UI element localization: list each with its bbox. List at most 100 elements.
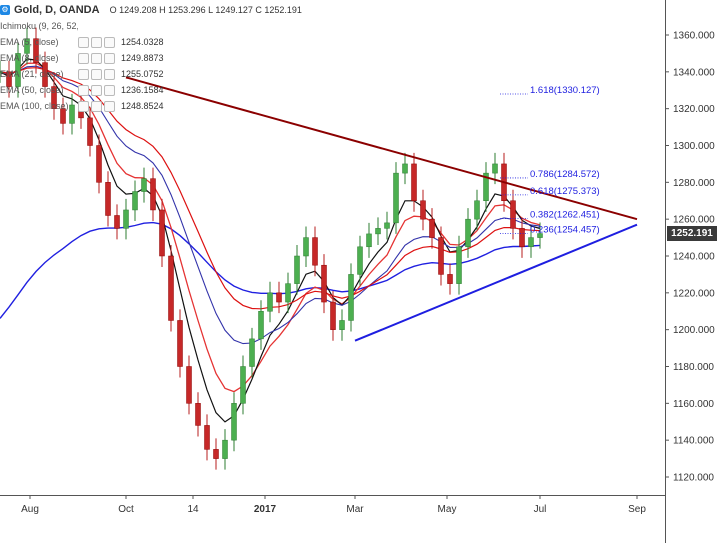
candle-body: [195, 403, 201, 426]
last-price-tag: 1252.191: [667, 226, 717, 241]
candle-body: [51, 86, 57, 109]
fib-level-label: 0.786(1284.572): [530, 169, 600, 180]
candle-body: [0, 71, 3, 74]
candle-body: [267, 292, 273, 312]
close-icon[interactable]: [104, 36, 115, 48]
candle-body: [186, 366, 192, 404]
candle-body: [69, 104, 75, 124]
legend-row-ema1[interactable]: EMA (5, close) 1254.0328: [0, 34, 302, 50]
candle-body: [447, 274, 453, 284]
close-icon[interactable]: [104, 100, 115, 112]
gear-icon[interactable]: ⚙: [0, 5, 10, 15]
legend-row-ema4[interactable]: EMA (50, close) 1236.1584: [0, 82, 302, 98]
y-tick-label: 1200.000: [673, 325, 715, 336]
candle-body: [375, 228, 381, 235]
x-tick-label: May: [438, 504, 457, 515]
candle-body: [294, 255, 300, 284]
settings-icon[interactable]: [91, 68, 102, 80]
candle-body: [213, 449, 219, 459]
candle-body: [348, 274, 354, 321]
x-tick-label: Mar: [346, 504, 364, 515]
fib-level-label: 0.382(1262.451): [530, 210, 600, 221]
candle-body: [177, 320, 183, 367]
chart-legend: ⚙ Gold, D, OANDA O 1249.208 H 1253.296 L…: [0, 2, 302, 114]
candle-body: [132, 191, 138, 211]
legend-row-ichimoku[interactable]: Ichimoku (9, 26, 52, 26): [0, 18, 302, 34]
candle-body: [96, 145, 102, 183]
eye-icon[interactable]: [78, 36, 89, 48]
indicator-name: EMA (21, close): [0, 69, 64, 79]
candle-body: [6, 71, 12, 87]
legend-header: ⚙ Gold, D, OANDA O 1249.208 H 1253.296 L…: [0, 2, 302, 18]
candle-body: [321, 264, 327, 303]
settings-icon[interactable]: [91, 84, 102, 96]
candle-body: [420, 200, 426, 220]
candle-body: [276, 292, 282, 303]
legend-row-ema5[interactable]: EMA (100, close) 1248.8524: [0, 98, 302, 114]
candle-body: [42, 62, 48, 87]
trendline-resistance: [125, 76, 638, 221]
candle-body: [528, 237, 534, 248]
indicator-value: 1236.1584: [121, 85, 164, 95]
ema-navy-series: [0, 65, 541, 345]
candle-body: [15, 53, 21, 87]
candle-body: [285, 283, 291, 303]
candle-body: [114, 215, 120, 229]
y-tick-label: 1280.000: [673, 178, 715, 189]
close-icon[interactable]: [104, 84, 115, 96]
y-tick-label: 1120.000: [673, 473, 714, 484]
fib-level-label: 0.618(1275.373): [530, 186, 600, 197]
candle-body: [249, 338, 255, 367]
candle-body: [366, 233, 372, 248]
candle-body: [519, 228, 525, 248]
trendline-support: [354, 223, 638, 342]
legend-row-ema2[interactable]: EMA (8, close) 1249.8873: [0, 50, 302, 66]
y-tick-label: 1160.000: [673, 399, 714, 410]
time-axis-border: [0, 495, 665, 496]
candle-body: [258, 311, 264, 340]
candle-body: [204, 425, 210, 450]
legend-row-ema3[interactable]: EMA (21, close) 1255.0752: [0, 66, 302, 82]
eye-icon[interactable]: [78, 100, 89, 112]
x-tick-label: 2017: [254, 504, 277, 515]
close-icon[interactable]: [104, 68, 115, 80]
candle-body: [438, 237, 444, 275]
close-icon[interactable]: [104, 52, 115, 64]
x-tick-label: Jul: [534, 504, 547, 515]
candle-body: [330, 301, 336, 330]
indicator-value: 1254.0328: [121, 37, 164, 47]
eye-icon[interactable]: [78, 68, 89, 80]
candle-body: [150, 178, 156, 211]
instrument-title: Gold, D, OANDA: [14, 4, 100, 16]
indicator-name: EMA (8, close): [0, 53, 59, 63]
y-tick-label: 1220.000: [673, 288, 715, 299]
candle-body: [411, 163, 417, 202]
candle-body: [312, 237, 318, 266]
eye-icon[interactable]: [78, 84, 89, 96]
candle-body: [222, 439, 228, 459]
indicator-name: EMA (50, close): [0, 85, 64, 95]
candle-body: [60, 108, 66, 124]
candle-body: [429, 218, 435, 238]
candle-body: [393, 172, 399, 224]
indicator-name: EMA (5, close): [0, 37, 59, 47]
y-tick-label: 1320.000: [673, 104, 715, 115]
candle-body: [24, 38, 30, 54]
eye-icon[interactable]: [78, 52, 89, 64]
settings-icon[interactable]: [91, 52, 102, 64]
candle-body: [492, 163, 498, 174]
candle-body: [123, 209, 129, 229]
candle-body: [465, 218, 471, 248]
candle-body: [141, 178, 147, 192]
candle-body: [510, 200, 516, 229]
indicator-value: 1249.8873: [121, 53, 164, 63]
settings-icon[interactable]: [91, 36, 102, 48]
candle-body: [303, 237, 309, 257]
candle-body: [456, 246, 462, 284]
fib-level-label: 1.618(1330.127): [530, 85, 600, 96]
candle-body: [159, 209, 165, 257]
settings-icon[interactable]: [91, 100, 102, 112]
candle-body: [483, 172, 489, 201]
y-tick-label: 1140.000: [673, 436, 714, 447]
